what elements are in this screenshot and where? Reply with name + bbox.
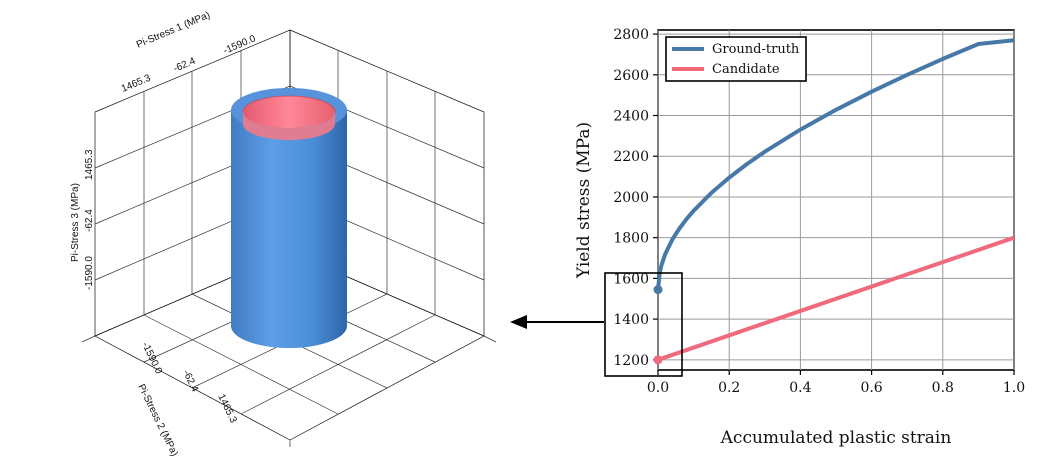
y-tick-label: 2600 — [613, 68, 649, 84]
pi-stress-2-tick: -1590.0 — [139, 340, 164, 376]
series-line-candidate — [657, 235, 1015, 362]
legend-box — [665, 36, 807, 82]
y-tick-label: 1800 — [613, 231, 649, 247]
x-tick-label: 0.2 — [718, 380, 740, 396]
axis-ticks: 0.0 0.2 0.4 0.6 0.8 1.0 1200 1400 1600 1800 2000 22… — [613, 27, 1025, 396]
x-tick-label: 0.8 — [932, 380, 954, 396]
pi-stress-1-tick: -62.4 — [172, 56, 198, 75]
y-axis-label: Yield stress (MPa) — [574, 122, 594, 279]
pi-stress-3-tick: -62.4 — [84, 209, 95, 232]
candidate-cylinder — [242, 95, 336, 140]
legend-label-ground-truth: Ground-truth — [712, 42, 800, 57]
zoom-arrow — [510, 315, 604, 329]
legend: Ground-truth Candidate — [665, 36, 807, 82]
y-tick-label: 2000 — [613, 190, 649, 206]
pi-stress-2-tick: -62.4 — [180, 368, 200, 394]
pi-stress-1-tick: -1590.0 — [222, 33, 258, 57]
y-tick-label: 2200 — [613, 149, 649, 165]
start-markers — [653, 285, 663, 365]
y-tick-label: 2400 — [613, 109, 649, 125]
legend-label-candidate: Candidate — [712, 62, 780, 77]
plot-area — [657, 29, 1015, 371]
pi-stress-3-tick: -1590.0 — [84, 256, 95, 290]
zoom-highlight-box — [604, 272, 683, 377]
pi-stress-3-axis-label: Pi-Stress 3 (MPa) — [70, 183, 81, 262]
yield-stress-line-chart: 0.0 0.2 0.4 0.6 0.8 1.0 1200 1400 1600 1800 2000 22… — [574, 27, 1025, 448]
start-marker — [653, 355, 663, 365]
x-tick-label: 0.6 — [860, 380, 882, 396]
x-tick-label: 1.0 — [1003, 380, 1025, 396]
y-tick-label: 1600 — [613, 271, 649, 287]
pi-stress-2-tick: 1465.3 — [215, 392, 238, 425]
x-axis-label: Accumulated plastic strain — [720, 428, 952, 448]
y-tick-label: 1200 — [613, 353, 649, 369]
x-tick-label: 0.0 — [647, 380, 669, 396]
y-tick-label: 1400 — [613, 312, 649, 328]
pi-stress-1-tick: 1465.3 — [120, 73, 153, 95]
pi-stress-3-tick: 1465.3 — [84, 149, 95, 180]
x-tick-label: 0.4 — [789, 380, 811, 396]
pi-stress-2-axis-label: Pi-Stress 2 (MPa) — [135, 382, 179, 458]
yield-surface-3d-plot: Pi-Stress 1 (MPa) 1465.3 -62.4 -1590.0 P… — [70, 10, 497, 458]
y-tick-label: 2800 — [613, 27, 649, 43]
series-line-ground-truth — [656, 38, 1015, 290]
series-lines — [656, 38, 1015, 362]
pi-stress-1-axis-label: Pi-Stress 1 (MPa) — [135, 10, 212, 51]
start-marker — [653, 285, 663, 295]
